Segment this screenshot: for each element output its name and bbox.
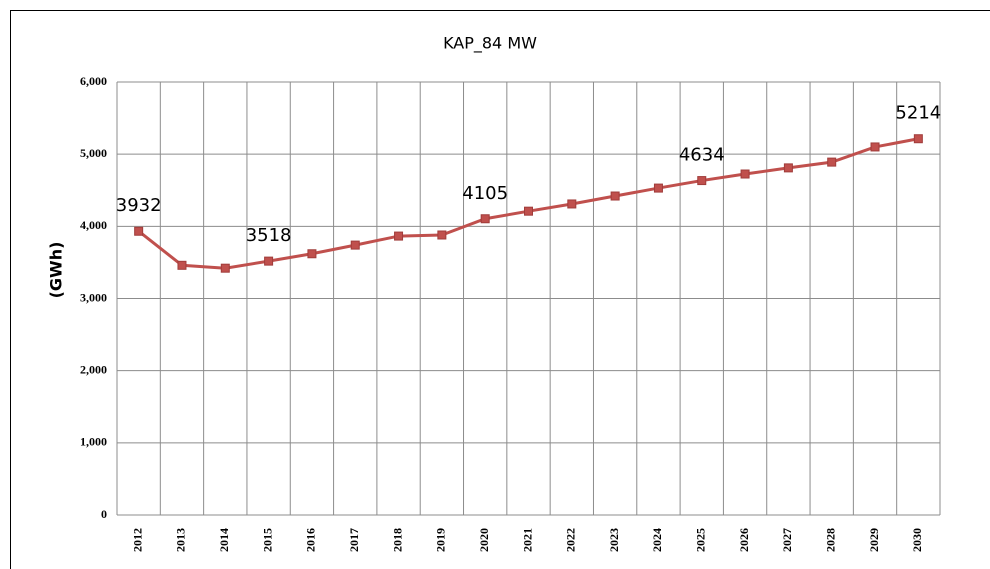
y-tick-label: 1,000: [80, 435, 107, 449]
data-point: [480, 214, 490, 224]
data-point: [437, 230, 447, 240]
x-tick-label: 2014: [217, 528, 231, 552]
data-point: [827, 157, 837, 167]
data-point: [394, 231, 404, 241]
y-tick-label: 2,000: [80, 362, 107, 376]
y-tick-label: 6,000: [80, 74, 107, 88]
x-tick-label: 2012: [130, 528, 144, 552]
data-point: [870, 142, 880, 152]
data-label: 4105: [462, 183, 508, 204]
x-tick-label: 2024: [650, 528, 664, 552]
x-tick-label: 2013: [174, 528, 188, 552]
data-label: 3518: [246, 225, 292, 246]
x-tick-label: 2021: [520, 528, 534, 552]
data-point: [177, 260, 187, 270]
data-point: [610, 191, 620, 201]
data-label: 3932: [116, 195, 162, 216]
series-line: [137, 137, 919, 270]
data-label: 5214: [895, 103, 941, 124]
data-point: [653, 183, 663, 193]
data-point: [134, 226, 144, 236]
y-tick-label: 0: [101, 507, 107, 521]
data-point: [740, 169, 750, 179]
data-point: [697, 176, 707, 186]
y-axis-label: (GWh): [47, 242, 66, 299]
data-point: [783, 163, 793, 173]
data-point: [307, 249, 317, 259]
data-point: [913, 134, 923, 144]
data-point: [264, 256, 274, 266]
x-tick-label: 2022: [564, 528, 578, 552]
chart-frame: [10, 10, 990, 569]
chart-title: KAP_84 MW: [443, 34, 537, 54]
data-label: 4634: [679, 145, 725, 166]
x-tick-label: 2020: [477, 528, 491, 552]
data-point: [567, 199, 577, 209]
x-tick-label: 2026: [737, 528, 751, 552]
x-tick-label: 2028: [823, 528, 837, 552]
x-tick-label: 2029: [867, 528, 881, 552]
x-tick-label: 2027: [780, 528, 794, 552]
data-point: [220, 263, 230, 273]
y-tick-label: 4,000: [80, 218, 107, 232]
data-point: [524, 206, 533, 216]
y-tick-label: 5,000: [80, 146, 107, 160]
x-tick-label: 2019: [434, 528, 448, 552]
y-tick-label: 3,000: [80, 290, 107, 304]
x-tick-label: 2018: [390, 528, 404, 552]
x-tick-label: 2023: [607, 528, 621, 552]
x-tick-label: 2025: [694, 528, 708, 552]
data-point: [350, 240, 360, 250]
x-tick-label: 2017: [347, 528, 361, 552]
x-tick-label: 2015: [260, 528, 274, 552]
x-tick-label: 2016: [304, 528, 318, 552]
x-tick-label: 2030: [910, 528, 924, 552]
